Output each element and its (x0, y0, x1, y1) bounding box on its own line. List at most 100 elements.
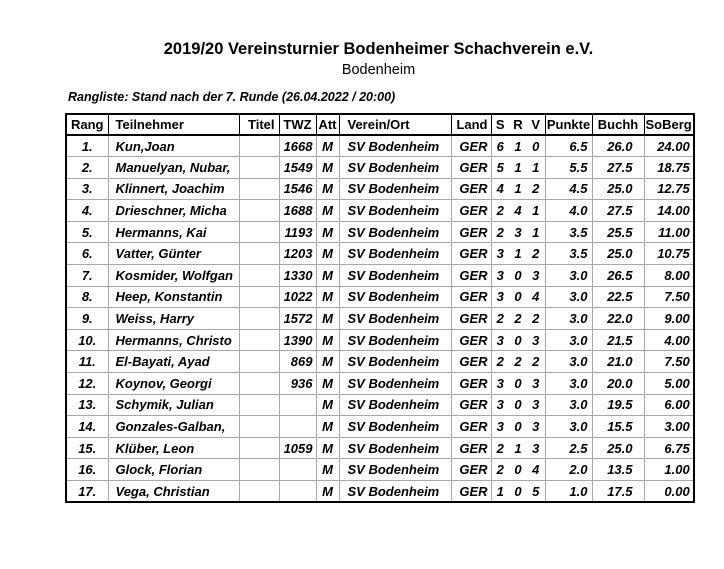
table-row: 7. Kosmider, Wolfgan 1330 M SV Bodenheim GER 3… (65, 264, 694, 287)
cell-verein: SV Bodenheim (338, 480, 451, 503)
cell-verein: SV Bodenheim (338, 242, 451, 265)
cell-titel (238, 220, 279, 243)
cell-soberg: 6.00 (643, 393, 694, 416)
cell-land: GER (450, 350, 491, 373)
cell-soberg: 10.75 (643, 242, 694, 265)
cell-verein: SV Bodenheim (338, 436, 451, 459)
cell-s: 2 (490, 458, 509, 481)
cell-s: 5 (490, 156, 509, 179)
cell-buchh: 15.5 (591, 415, 644, 438)
cell-s: 3 (490, 415, 509, 438)
column-header-v: V (527, 114, 545, 136)
cell-punkte: 2.0 (544, 458, 592, 481)
cell-att: M (315, 458, 339, 481)
header-row: Rang Teilnehmer Titel TWZ Att Verein/Ort Land S… (65, 114, 694, 136)
ranking-table: Rang Teilnehmer Titel TWZ Att Verein/Ort Land S… (65, 113, 695, 504)
cell-teilnehmer: Klüber, Leon (107, 436, 239, 459)
cell-twz: 1203 (278, 242, 316, 265)
cell-punkte: 3.0 (544, 285, 592, 308)
cell-rang: 16. (65, 458, 108, 481)
cell-att: M (315, 134, 339, 157)
cell-teilnehmer: Schymik, Julian (107, 393, 239, 416)
column-header-s: S (490, 114, 509, 136)
cell-titel (238, 372, 279, 395)
cell-soberg: 8.00 (643, 264, 694, 287)
cell-v: 2 (527, 350, 545, 373)
cell-twz: 1193 (278, 220, 316, 243)
cell-soberg: 6.75 (643, 436, 694, 459)
cell-v: 3 (527, 436, 545, 459)
cell-soberg: 7.50 (643, 285, 694, 308)
cell-titel (238, 199, 279, 222)
cell-punkte: 6.5 (544, 134, 592, 157)
column-header-r: R (509, 114, 527, 136)
table-row: 17. Vega, Christian M SV Bodenheim GER 1 0 5 1.0… (65, 480, 694, 503)
cell-soberg: 24.00 (643, 134, 694, 157)
cell-teilnehmer: Gonzales-Galban, (107, 415, 239, 438)
cell-v: 4 (527, 458, 545, 481)
cell-soberg: 14.00 (643, 199, 694, 222)
cell-s: 3 (490, 372, 509, 395)
cell-v: 3 (527, 328, 545, 351)
cell-r: 3 (509, 220, 527, 243)
cell-s: 2 (490, 350, 509, 373)
cell-teilnehmer: Vatter, Günter (107, 242, 239, 265)
table-row: 3. Klinnert, Joachim 1546 M SV Bodenheim GER 4… (65, 177, 694, 200)
cell-s: 2 (490, 220, 509, 243)
cell-v: 1 (527, 156, 545, 179)
cell-soberg: 1.00 (643, 458, 694, 481)
cell-rang: 14. (65, 415, 108, 438)
cell-teilnehmer: Weiss, Harry (107, 307, 239, 330)
column-header-soberg: SoBerg (643, 114, 694, 136)
column-header-buchh: Buchh (591, 114, 644, 136)
cell-punkte: 3.0 (544, 307, 592, 330)
cell-soberg: 5.00 (643, 372, 694, 395)
cell-v: 0 (527, 134, 545, 157)
cell-rang: 8. (65, 285, 108, 308)
cell-v: 5 (527, 480, 545, 503)
cell-v: 2 (527, 177, 545, 200)
cell-teilnehmer: Hermanns, Kai (107, 220, 239, 243)
cell-att: M (315, 199, 339, 222)
cell-twz: 1330 (278, 264, 316, 287)
cell-verein: SV Bodenheim (338, 458, 451, 481)
cell-s: 6 (490, 134, 509, 157)
cell-att: M (315, 220, 339, 243)
cell-rang: 3. (65, 177, 108, 200)
cell-twz: 1059 (278, 436, 316, 459)
cell-punkte: 3.0 (544, 393, 592, 416)
cell-r: 0 (509, 458, 527, 481)
cell-s: 4 (490, 177, 509, 200)
cell-v: 3 (527, 415, 545, 438)
cell-punkte: 3.5 (544, 220, 592, 243)
cell-buchh: 22.0 (591, 307, 644, 330)
cell-soberg: 11.00 (643, 220, 694, 243)
cell-rang: 13. (65, 393, 108, 416)
cell-titel (238, 307, 279, 330)
cell-att: M (315, 480, 339, 503)
cell-att: M (315, 264, 339, 287)
cell-buchh: 25.5 (591, 220, 644, 243)
table-row: 2. Manuelyan, Nubar, 1549 M SV Bodenheim GER 5… (65, 156, 694, 179)
cell-buchh: 25.0 (591, 177, 644, 200)
table-row: 14. Gonzales-Galban, M SV Bodenheim GER 3 0 3 3.… (65, 415, 694, 438)
cell-r: 2 (509, 350, 527, 373)
cell-land: GER (450, 134, 491, 157)
table-row: 8. Heep, Konstantin 1022 M SV Bodenheim GER 3 0… (65, 285, 694, 308)
cell-punkte: 3.5 (544, 242, 592, 265)
cell-s: 3 (490, 242, 509, 265)
cell-soberg: 3.00 (643, 415, 694, 438)
cell-land: GER (450, 436, 491, 459)
cell-twz: 1390 (278, 328, 316, 351)
cell-att: M (315, 415, 339, 438)
cell-twz (278, 458, 316, 481)
cell-teilnehmer: Heep, Konstantin (107, 285, 239, 308)
cell-rang: 12. (65, 372, 108, 395)
cell-teilnehmer: Kun,Joan (107, 134, 239, 157)
cell-titel (238, 393, 279, 416)
cell-rang: 6. (65, 242, 108, 265)
cell-twz (278, 415, 316, 438)
cell-teilnehmer: Manuelyan, Nubar, (107, 156, 239, 179)
cell-land: GER (450, 393, 491, 416)
cell-buchh: 26.0 (591, 134, 644, 157)
